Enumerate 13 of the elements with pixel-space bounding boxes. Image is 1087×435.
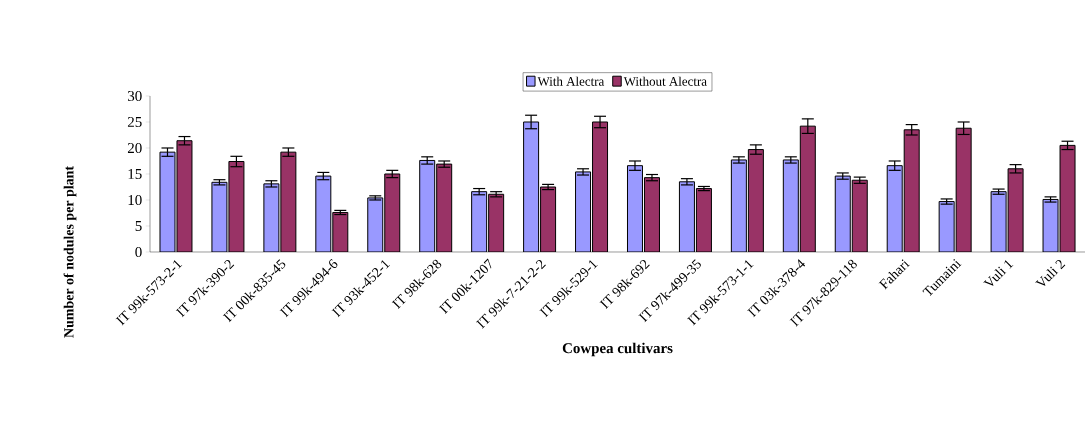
x-tick-label: Vuli 1 (983, 260, 1014, 286)
x-axis-title: Cowpea cultivars (562, 342, 673, 357)
y-tick-label: 10 (128, 194, 142, 206)
x-tick-label: Vuli 2 (1035, 259, 1066, 286)
y-tick-label: 20 (127, 142, 142, 154)
y-axis-title: Number of nodules per plant (63, 166, 77, 338)
y-tick-label: 5 (135, 221, 142, 231)
y-tick-label: 25 (127, 116, 142, 127)
y-tick-label: 15 (128, 168, 142, 179)
legend-label: Without Alectra (623, 76, 707, 86)
y-tick-label: 30 (128, 90, 142, 102)
y-tick-label: 0 (135, 246, 142, 258)
legend-label: With Alectra (537, 76, 605, 86)
